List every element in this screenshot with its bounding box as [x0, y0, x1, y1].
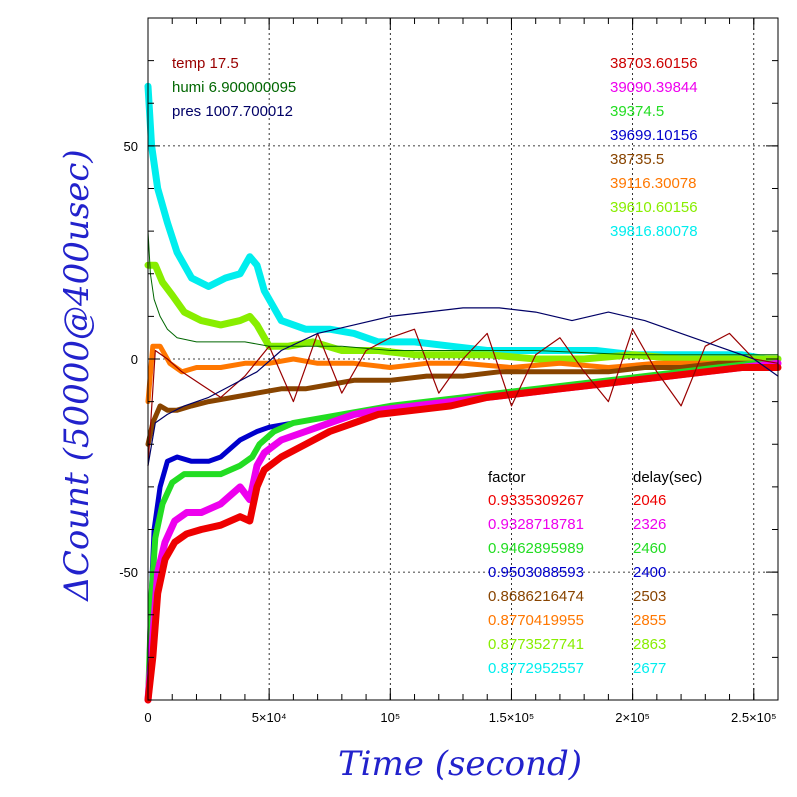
env-label: pres 1007.700012 — [172, 103, 293, 120]
factor-value: 0.8772952557 — [488, 660, 584, 677]
y-tick-label: 0 — [131, 352, 138, 367]
count-label: 39374.5 — [610, 103, 664, 120]
y-tick-label: -50 — [119, 565, 138, 580]
series-line-9 — [147, 230, 779, 356]
count-label: 38703.60156 — [610, 55, 698, 72]
series-line-10 — [147, 307, 779, 467]
count-label: 39116.30078 — [610, 175, 696, 192]
delay-value: 2046 — [633, 492, 666, 509]
count-label: 39090.39844 — [610, 79, 698, 96]
y-axis-title: ΔCount (50000@400usec) — [57, 149, 97, 602]
count-label: 39610.60156 — [610, 199, 698, 216]
series-line-8 — [147, 328, 779, 467]
factor-value: 0.9462895989 — [488, 540, 584, 557]
series-line-3 — [145, 360, 781, 447]
series-group — [144, 82, 782, 704]
factor-value: 0.8686216474 — [488, 588, 584, 605]
factor-value: 0.9503088593 — [488, 564, 584, 581]
delay-value: 2460 — [633, 540, 666, 557]
count-label: 39699.10156 — [610, 127, 698, 144]
x-tick-label: 10⁵ — [380, 710, 400, 725]
factor-value: 0.8773527741 — [488, 636, 584, 653]
ticks: 0 5×10⁴ 10⁵ 1.5×10⁵ 2×10⁵ 2.5×10⁵ -50 0 50 — [119, 17, 779, 725]
factor-value: 0.9335309267 — [488, 492, 584, 509]
factor-value: 0.9328718781 — [488, 516, 584, 533]
x-tick-label: 5×10⁴ — [252, 710, 287, 725]
count-label: 38735.5 — [610, 151, 664, 168]
delay-value: 2400 — [633, 564, 666, 581]
env-label: humi 6.900000095 — [172, 79, 296, 96]
x-axis-title: Time (second) — [338, 744, 582, 784]
delay-value: 2503 — [633, 588, 666, 605]
count-label: 39816.80078 — [610, 223, 698, 240]
annotations: temp 17.5 humi 6.900000095 pres 1007.70001… — [172, 55, 702, 677]
delay-value: 2855 — [633, 612, 666, 629]
delay-header: delay(sec) — [633, 469, 702, 486]
x-tick-label: 2.5×10⁵ — [731, 710, 777, 725]
series-line-2 — [145, 343, 781, 405]
x-tick-label: 0 — [144, 710, 151, 725]
x-tick-label: 2×10⁵ — [615, 710, 650, 725]
x-tick-label: 1.5×10⁵ — [489, 710, 535, 725]
factor-header: factor — [488, 469, 526, 486]
env-label: temp 17.5 — [172, 55, 239, 72]
y-tick-label: 50 — [124, 139, 138, 154]
delay-value: 2863 — [633, 636, 666, 653]
factor-value: 0.8770419955 — [488, 612, 584, 629]
delay-value: 2677 — [633, 660, 666, 677]
delay-value: 2326 — [633, 516, 666, 533]
